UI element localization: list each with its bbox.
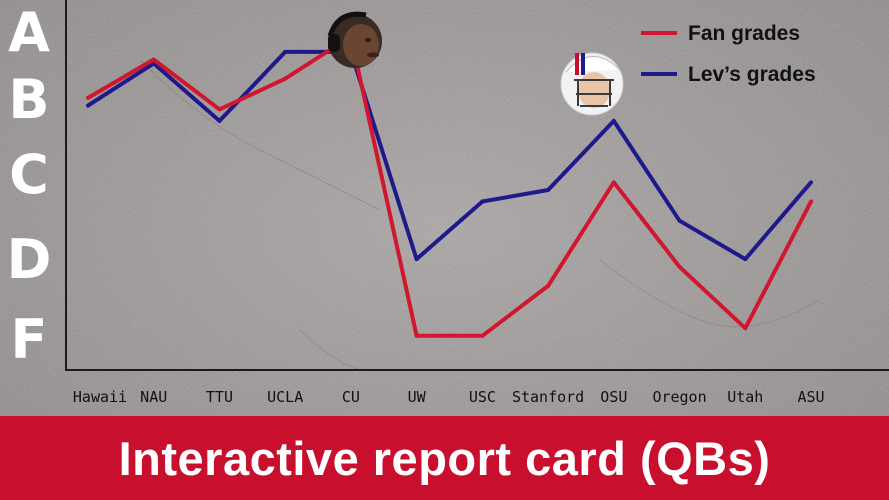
data-point-fan-grades-uw <box>415 334 419 338</box>
x-tick-label-usc: USC <box>469 388 496 406</box>
player-avatar-helmet <box>561 53 623 115</box>
x-tick-label-ucla: UCLA <box>267 388 303 406</box>
data-point-lev-grades-asu <box>809 180 813 184</box>
grade-label-c: C <box>9 143 49 206</box>
title-banner: Interactive report card (QBs) <box>0 416 889 500</box>
data-point-fan-grades-stanford <box>546 284 550 288</box>
legend: Fan grades Lev’s grades <box>641 22 816 86</box>
y-axis-grade-labels: A B C D F <box>7 1 52 371</box>
data-point-fan-grades-oregon <box>678 265 682 269</box>
data-point-lev-grades-osu <box>612 119 616 123</box>
data-point-fan-grades-ttu <box>217 107 221 111</box>
x-tick-label-uw: UW <box>408 388 427 406</box>
data-point-lev-grades-oregon <box>678 219 682 223</box>
data-point-fan-grades-nau <box>152 58 156 62</box>
grade-label-b: B <box>8 68 49 131</box>
x-axis-tick-labels: Hawaii NAU TTU UCLA CU UW USC Stanford OSU Oregon… <box>73 388 825 406</box>
x-tick-label-osu: OSU <box>600 388 627 406</box>
data-point-lev-grades-ttu <box>217 119 221 123</box>
grade-label-f: F <box>11 308 48 371</box>
data-point-fan-grades-osu <box>612 180 616 184</box>
data-point-fan-grades-asu <box>809 200 813 204</box>
grade-label-d: D <box>7 228 52 291</box>
data-point-fan-grades-hawaii <box>86 96 90 100</box>
x-tick-label-hawaii: Hawaii <box>73 388 127 406</box>
x-tick-label-stanford: Stanford <box>512 388 584 406</box>
headphones-icon <box>328 34 340 52</box>
x-tick-label-nau: NAU <box>140 388 167 406</box>
player-avatar-headphones <box>328 14 382 68</box>
x-tick-label-asu: ASU <box>797 388 824 406</box>
legend-label-fan: Fan grades <box>688 22 800 45</box>
data-point-fan-grades-ucla <box>283 77 287 81</box>
data-point-lev-grades-hawaii <box>86 104 90 108</box>
data-point-lev-grades-stanford <box>546 188 550 192</box>
x-tick-label-utah: Utah <box>727 388 763 406</box>
legend-label-lev: Lev’s grades <box>688 63 816 86</box>
helmet-icon <box>575 53 579 75</box>
data-point-lev-grades-ucla <box>283 50 287 54</box>
data-point-lev-grades-uw <box>415 257 419 261</box>
data-point-lev-grades-usc <box>480 200 484 204</box>
data-point-fan-grades-usc <box>480 334 484 338</box>
x-tick-label-ttu: TTU <box>206 388 233 406</box>
x-tick-label-cu: CU <box>342 388 360 406</box>
data-point-lev-grades-utah <box>743 257 747 261</box>
data-point-fan-grades-utah <box>743 326 747 330</box>
banner-title: Interactive report card (QBs) <box>119 431 771 486</box>
grade-label-a: A <box>8 1 50 64</box>
x-tick-label-oregon: Oregon <box>652 388 706 406</box>
